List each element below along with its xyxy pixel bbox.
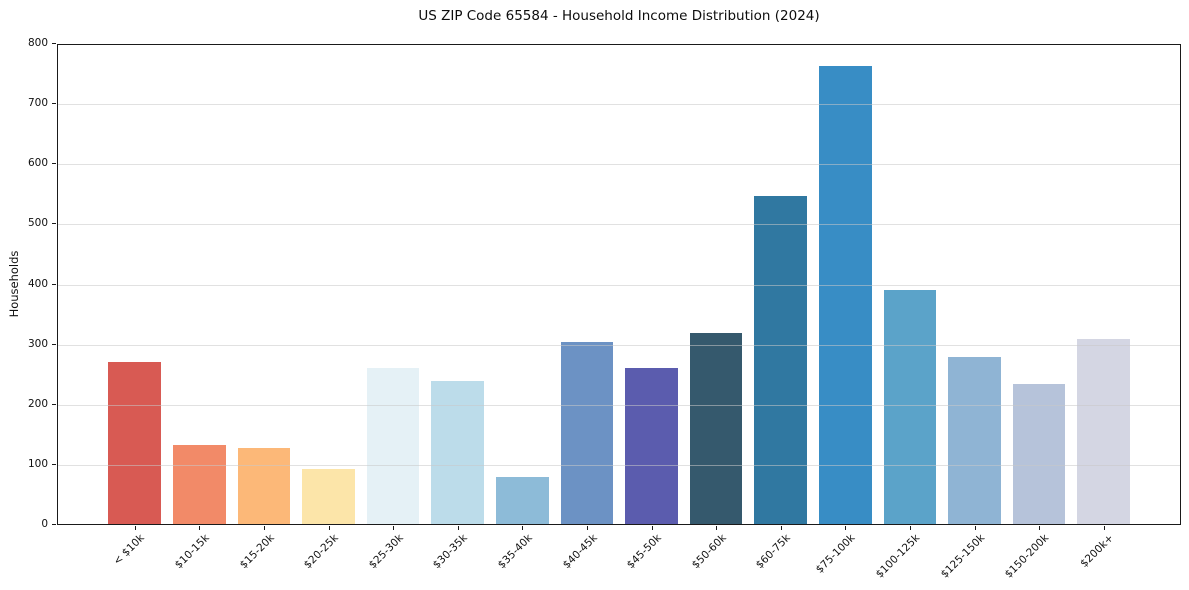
bar — [172, 445, 226, 524]
x-tick-label: < $10k — [111, 532, 148, 568]
x-tick-label: $45-50k — [624, 532, 664, 572]
bar — [495, 476, 549, 524]
y-tick-mark — [52, 43, 56, 44]
bar — [818, 65, 872, 524]
y-tick-mark — [52, 463, 56, 465]
gridline — [58, 404, 1180, 406]
x-tick-mark — [393, 526, 395, 530]
y-tick-label: 0 — [41, 518, 48, 530]
x-tick-label: $25-30k — [366, 532, 406, 572]
gridline — [58, 284, 1180, 286]
x-tick-mark — [974, 526, 976, 530]
x-tick-mark — [328, 526, 330, 530]
plot-area — [57, 44, 1181, 525]
bar — [754, 196, 808, 524]
x-tick-mark — [1103, 526, 1105, 530]
bar — [560, 342, 614, 524]
bar — [108, 361, 162, 524]
x-tick-label: $10-15k — [172, 532, 212, 572]
y-tick-mark — [52, 223, 56, 225]
x-tick-label: $125-150k — [938, 532, 987, 581]
x-tick-label: $150-200k — [1003, 532, 1052, 581]
y-tick-mark — [52, 103, 56, 105]
gridline — [58, 164, 1180, 166]
x-tick-mark — [1039, 526, 1041, 530]
x-tick-label: $100-125k — [873, 532, 923, 581]
x-tick-mark — [909, 526, 911, 530]
bar — [431, 380, 485, 524]
bar — [625, 367, 678, 524]
gridline — [58, 104, 1180, 106]
bar — [948, 356, 1001, 524]
gridline — [58, 344, 1180, 346]
y-tick-label: 800 — [27, 37, 48, 49]
y-tick-mark — [52, 343, 56, 345]
x-tick-mark — [457, 526, 459, 530]
bar — [883, 290, 937, 524]
x-tick-label: $20-25k — [301, 532, 341, 572]
x-tick-label: $40-45k — [560, 532, 600, 572]
y-tick-label: 500 — [27, 217, 48, 230]
x-tick-label: $30-35k — [431, 532, 471, 572]
x-tick-mark — [263, 526, 265, 530]
y-tick-label: 200 — [27, 397, 48, 410]
y-tick-label: 400 — [27, 277, 48, 290]
chart-title: US ZIP Code 65584 - Household Income Dis… — [418, 8, 820, 24]
x-tick-label: $35-40k — [495, 532, 535, 572]
bar — [302, 468, 355, 524]
y-tick-label: 100 — [27, 457, 48, 470]
x-tick-mark — [845, 526, 847, 530]
y-tick-label: 300 — [27, 337, 48, 350]
gridline — [58, 224, 1180, 226]
y-tick-label: 700 — [27, 97, 48, 110]
x-tick-mark — [134, 526, 136, 530]
x-tick-label: $75-100k — [813, 532, 858, 576]
x-tick-label: $200k+ — [1078, 532, 1117, 570]
x-tick-mark — [780, 526, 782, 530]
bar — [1077, 338, 1131, 524]
y-tick-mark — [52, 524, 56, 525]
y-tick-mark — [52, 403, 56, 405]
y-tick-label: 600 — [27, 157, 48, 170]
x-tick-label: $50-60k — [689, 532, 729, 572]
y-tick-mark — [52, 283, 56, 285]
x-tick-label: $15-20k — [237, 532, 277, 572]
gridline — [58, 464, 1180, 466]
x-tick-mark — [522, 526, 524, 530]
bar — [237, 448, 291, 524]
bar — [366, 367, 420, 524]
bar — [1012, 383, 1066, 524]
y-tick-mark — [52, 163, 56, 165]
x-tick-mark — [199, 526, 201, 530]
bar — [689, 333, 743, 524]
x-tick-mark — [716, 526, 718, 530]
x-tick-label: $60-75k — [754, 532, 794, 572]
x-tick-mark — [586, 526, 588, 530]
x-tick-mark — [651, 526, 653, 530]
